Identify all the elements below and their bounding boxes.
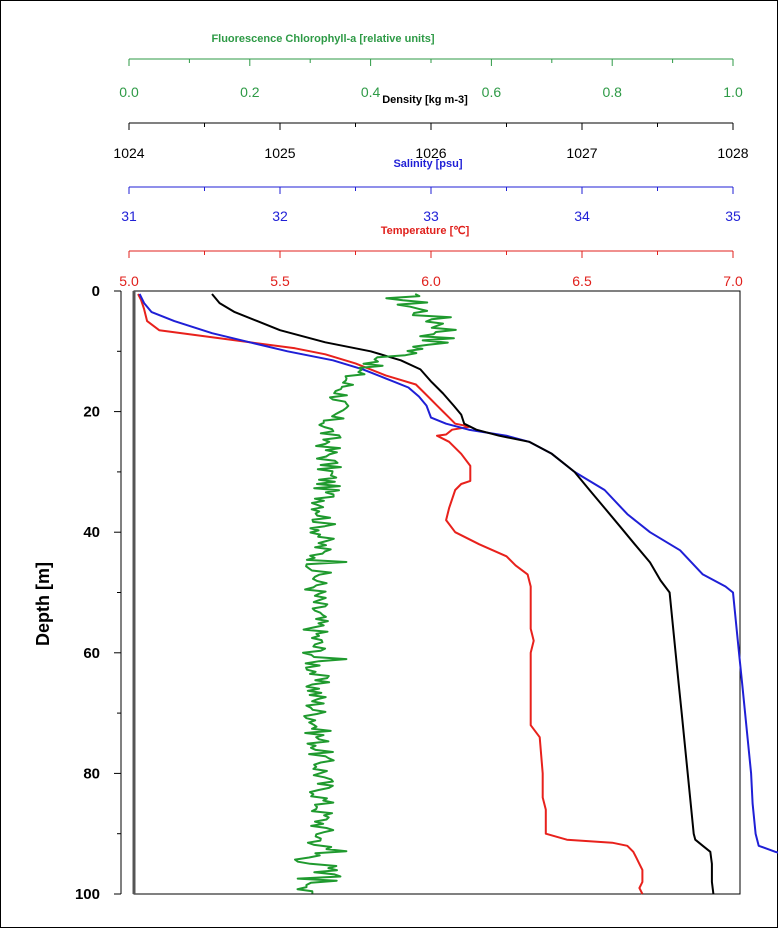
temperature-axis-title: Temperature [℃] bbox=[381, 225, 470, 237]
temperature-series-line bbox=[137, 293, 644, 895]
top-x-axes: Fluorescence Chlorophyll-a [relative uni… bbox=[113, 33, 748, 289]
temperature-tick-label: 5.5 bbox=[270, 273, 290, 289]
salinity-tick-label: 34 bbox=[574, 208, 590, 224]
series-layer bbox=[137, 293, 778, 895]
depth-axis: 0 20 40 60 80 100 bbox=[75, 283, 122, 903]
fluorescence-tick-label: 0.8 bbox=[602, 84, 622, 100]
salinity-tick-label: 32 bbox=[272, 208, 288, 224]
depth-tick-label: 60 bbox=[83, 645, 100, 662]
fluorescence-tick-label: 0.4 bbox=[361, 84, 381, 100]
plot-border bbox=[133, 290, 741, 895]
salinity-series-line bbox=[138, 293, 778, 854]
depth-tick-label: 0 bbox=[92, 283, 100, 300]
salinity-tick-label: 31 bbox=[121, 208, 137, 224]
fluorescence-axis-title: Fluorescence Chlorophyll-a [relative uni… bbox=[211, 33, 434, 45]
depth-tick-label: 80 bbox=[83, 765, 100, 782]
fluorescence-tick-label: 0.2 bbox=[240, 84, 260, 100]
density-tick-label: 1027 bbox=[566, 145, 597, 161]
density-tick-label: 1025 bbox=[264, 145, 295, 161]
depth-tick-label: 40 bbox=[83, 524, 100, 541]
density-tick-label: 1028 bbox=[717, 145, 748, 161]
depth-tick-label: 100 bbox=[75, 886, 100, 903]
density-tick-label: 1024 bbox=[113, 145, 144, 161]
density-series-line bbox=[211, 293, 715, 895]
y-axis-title: Depth [m] bbox=[33, 562, 53, 646]
salinity-tick-label: 35 bbox=[725, 208, 741, 224]
fluorescence-tick-label: 0.0 bbox=[119, 84, 139, 100]
plot-area bbox=[132, 290, 741, 895]
salinity-axis-title: Salinity [psu] bbox=[393, 158, 462, 170]
temperature-tick-label: 5.0 bbox=[119, 273, 139, 289]
fluorescence-tick-label: 1.0 bbox=[723, 84, 743, 100]
fluorescence-tick-label: 0.6 bbox=[482, 84, 502, 100]
depth-tick-label: 20 bbox=[83, 404, 100, 421]
fluorescence-series-line bbox=[294, 293, 457, 894]
density-axis-title: Density [kg m-3] bbox=[382, 94, 468, 106]
temperature-tick-label: 7.0 bbox=[723, 273, 743, 289]
temperature-tick-label: 6.5 bbox=[572, 273, 592, 289]
density-tick-label: 1026 bbox=[415, 145, 446, 161]
temperature-tick-label: 6.0 bbox=[421, 273, 441, 289]
salinity-tick-label: 33 bbox=[423, 208, 439, 224]
